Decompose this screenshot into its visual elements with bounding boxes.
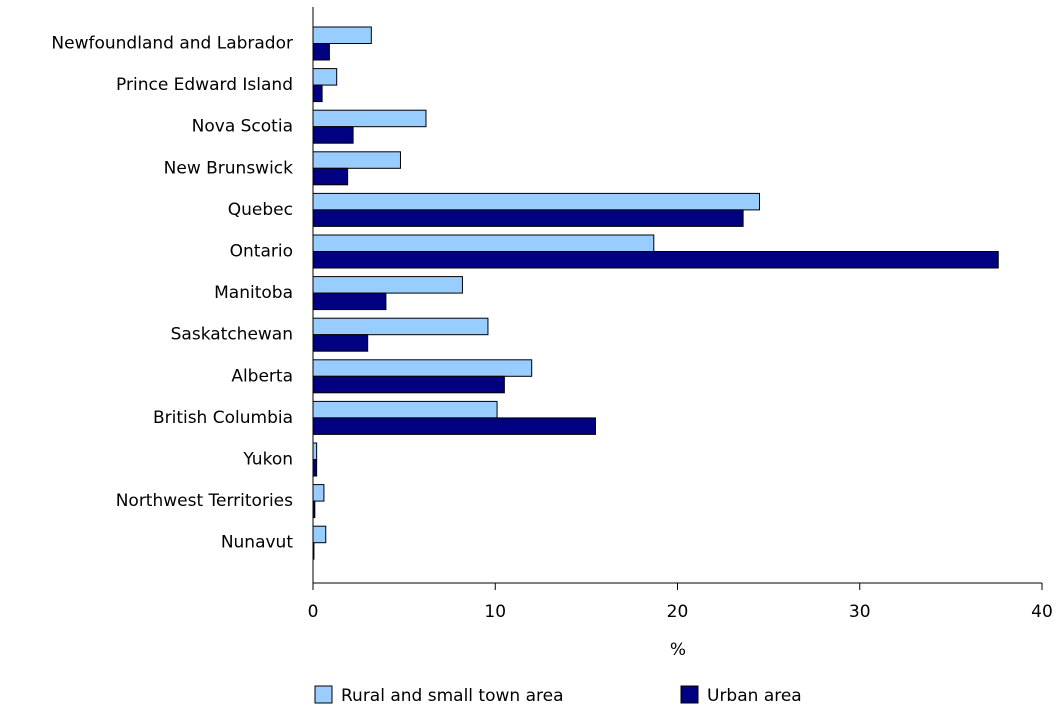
- x-tick-label: 30: [849, 602, 871, 622]
- bar-urban: [312, 209, 744, 227]
- axes-layer: [312, 7, 1042, 584]
- bar-rural: [312, 317, 489, 336]
- category-label: Nova Scotia: [192, 117, 293, 137]
- bar-rural: [312, 68, 338, 86]
- category-label: Yukon: [242, 450, 293, 470]
- category-label: Saskatchewan: [171, 325, 293, 345]
- bar-urban: [312, 126, 354, 144]
- bar-urban: [312, 375, 505, 394]
- category-label: Alberta: [231, 366, 293, 386]
- bar-urban: [312, 167, 349, 186]
- bar-urban: [312, 43, 330, 61]
- bar-urban: [312, 292, 387, 311]
- category-label: Manitoba: [214, 283, 293, 303]
- bar-rural: [312, 234, 655, 252]
- legend-swatch-urban: [680, 685, 699, 704]
- bar-rural: [312, 109, 427, 128]
- category-label: Newfoundland and Labrador: [51, 34, 293, 54]
- category-label: Ontario: [230, 242, 293, 262]
- category-label: New Brunswick: [164, 158, 294, 178]
- category-label: Prince Edward Island: [116, 75, 293, 95]
- bar-rural: [312, 525, 327, 544]
- legend-swatch-rural: [314, 685, 333, 704]
- ticks-layer: 0 10 20 30 40: [308, 583, 1053, 622]
- bar-rural: [312, 442, 318, 460]
- bar-urban: [312, 334, 369, 352]
- legend-label-urban: Urban area: [707, 686, 802, 706]
- legend-label-rural: Rural and small town area: [341, 686, 564, 706]
- x-axis-label: %: [670, 640, 686, 660]
- category-label: Nunavut: [221, 533, 294, 553]
- bar-rural: [312, 151, 401, 169]
- bars-layer: [312, 26, 999, 560]
- category-label: Northwest Territories: [116, 491, 293, 511]
- legend-item-rural: Rural and small town area: [314, 685, 564, 706]
- bar-rural: [312, 484, 325, 502]
- bar-urban: [312, 251, 999, 269]
- bar-rural: [312, 192, 761, 211]
- x-tick-label: 20: [667, 602, 689, 622]
- x-tick-label: 0: [308, 602, 319, 622]
- bar-rural: [312, 400, 498, 419]
- bar-rural: [312, 359, 533, 377]
- bar-rural: [312, 276, 463, 294]
- labels-layer: Newfoundland and Labrador Prince Edward I…: [51, 34, 293, 553]
- legend: Rural and small town area Urban area: [314, 685, 802, 706]
- bar-rural: [312, 26, 372, 44]
- legend-item-urban: Urban area: [680, 685, 802, 706]
- bar-urban: [312, 459, 318, 477]
- x-tick-label: 10: [484, 602, 506, 622]
- x-tick-label: 40: [1031, 602, 1053, 622]
- bar-urban: [312, 84, 323, 103]
- bar-urban: [312, 417, 596, 435]
- category-label: British Columbia: [153, 408, 293, 428]
- category-label: Quebec: [228, 200, 293, 220]
